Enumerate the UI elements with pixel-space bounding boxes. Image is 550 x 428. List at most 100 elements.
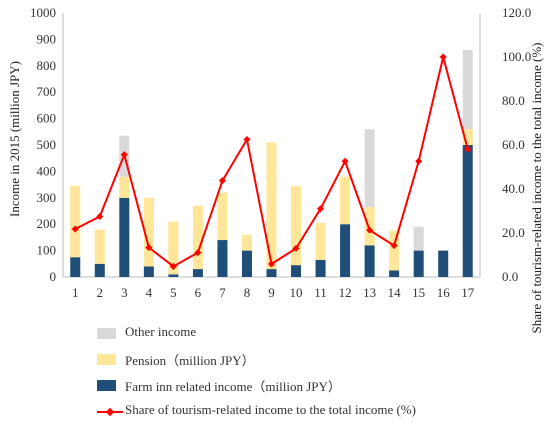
y-tick-right-1: 20.0	[502, 225, 525, 240]
share-point-4	[145, 243, 153, 252]
share-point-9	[267, 260, 276, 268]
share-point-15	[415, 157, 423, 165]
bar-s0-13	[364, 245, 375, 277]
x-tick-14: 14	[388, 285, 402, 300]
bar-s1-7	[217, 192, 228, 241]
share-point-2	[96, 212, 104, 221]
x-tick-5: 5	[170, 285, 177, 300]
x-tick-8: 8	[244, 285, 251, 300]
y-tick-right-5: 100.0	[502, 49, 531, 64]
bar-s0-3	[119, 197, 130, 277]
bar-s1-3	[119, 176, 130, 198]
y-tick-left-2: 200	[37, 216, 57, 231]
bar-s1-2	[94, 229, 105, 264]
bar-s0-8	[241, 250, 252, 277]
bar-s1-17	[462, 129, 473, 145]
share-point-3	[120, 151, 128, 159]
y-tick-right-6: 120.0	[502, 5, 531, 20]
y-tick-left-6: 600	[37, 111, 57, 126]
bar-s0-2	[94, 263, 105, 277]
share-point-7	[218, 177, 226, 185]
bar-s0-15	[413, 250, 424, 277]
x-tick-9: 9	[268, 285, 275, 300]
y-tick-right-3: 60.0	[502, 137, 525, 152]
legend-label-pension: Pension（million JPY）	[125, 353, 255, 368]
x-tick-1: 1	[72, 285, 79, 300]
bar-s2-13	[364, 129, 375, 208]
x-tick-2: 2	[97, 285, 104, 300]
bar-s1-14	[389, 230, 400, 271]
bar-s0-10	[291, 265, 302, 277]
x-tick-17: 17	[461, 285, 475, 300]
share-point-8	[243, 135, 251, 144]
y-tick-left-4: 400	[37, 163, 57, 178]
x-tick-15: 15	[412, 285, 425, 300]
y-tick-right-2: 40.0	[502, 181, 525, 196]
y-tick-left-1: 100	[37, 243, 57, 258]
bar-s0-6	[192, 269, 203, 277]
bar-s0-12	[340, 224, 351, 277]
bar-s1-8	[241, 234, 252, 251]
bar-s0-1	[70, 257, 81, 277]
y-tick-left-7: 700	[37, 84, 57, 99]
share-point-6	[194, 249, 202, 257]
bar-s0-7	[217, 240, 228, 277]
x-tick-4: 4	[146, 285, 153, 300]
tick-labels: 0 100 200 300 400 500 600 700 800 900 1000 0.0 20.0 4…	[30, 5, 531, 300]
bar-s2-15	[413, 226, 424, 251]
share-point-13	[366, 226, 374, 234]
share-point-11	[317, 205, 325, 213]
y-tick-right-0: 0.0	[502, 269, 518, 284]
legend-swatch-pension	[97, 354, 116, 365]
legend-swatch-farm-inn	[97, 380, 116, 391]
x-tick-3: 3	[121, 285, 128, 300]
bar-s0-9	[266, 269, 277, 277]
bars	[70, 49, 473, 277]
x-tick-7: 7	[219, 285, 226, 300]
x-tick-16: 16	[437, 285, 451, 300]
bar-s1-12	[340, 176, 351, 225]
bar-s1-13	[364, 207, 375, 246]
bar-s1-10	[291, 185, 302, 266]
bar-s0-4	[143, 266, 154, 277]
y-tick-left-10: 1000	[30, 5, 56, 20]
bar-s1-4	[143, 197, 154, 267]
y-tick-left-9: 900	[37, 31, 57, 46]
y-tick-left-8: 800	[37, 58, 57, 73]
bar-s0-5	[168, 274, 179, 277]
legend-label-farm-inn: Farm inn related income（million JPY）	[125, 379, 341, 394]
legend-label-other: Other income	[125, 324, 197, 339]
x-tick-11: 11	[314, 285, 327, 300]
bar-s0-14	[389, 270, 400, 277]
y-tick-left-3: 300	[37, 190, 57, 205]
share-point-1	[71, 225, 79, 233]
bar-s1-1	[70, 185, 81, 258]
bar-s0-11	[315, 259, 326, 277]
bar-s1-5	[168, 221, 179, 275]
share-point-5	[169, 262, 177, 270]
bar-s1-9	[266, 142, 277, 270]
share-point-14	[390, 242, 398, 250]
x-tick-10: 10	[290, 285, 303, 300]
y-tick-left-5: 500	[37, 137, 57, 152]
y-axis-title-right: Share of tourism-related income to the t…	[529, 43, 544, 334]
bar-s2-17	[462, 49, 473, 130]
share-point-17	[464, 145, 472, 153]
x-tick-12: 12	[339, 285, 352, 300]
x-tick-13: 13	[363, 285, 376, 300]
bar-s1-6	[192, 205, 203, 270]
share-point-10	[292, 244, 300, 252]
y-tick-right-4: 80.0	[502, 93, 525, 108]
legend-swatch-other	[97, 328, 116, 339]
share-line	[71, 53, 472, 270]
y-axis-title-left: Income in 2015 (million JPY)	[7, 61, 22, 217]
bar-s0-16	[438, 250, 449, 277]
share-point-16	[439, 53, 447, 61]
share-point-12	[341, 157, 349, 165]
legend-label-share: Share of tourism-related income to the t…	[125, 402, 416, 417]
x-tick-6: 6	[195, 285, 202, 300]
bar-s1-11	[315, 222, 326, 260]
bar-s0-17	[462, 145, 473, 277]
y-tick-left-0: 0	[50, 269, 57, 284]
